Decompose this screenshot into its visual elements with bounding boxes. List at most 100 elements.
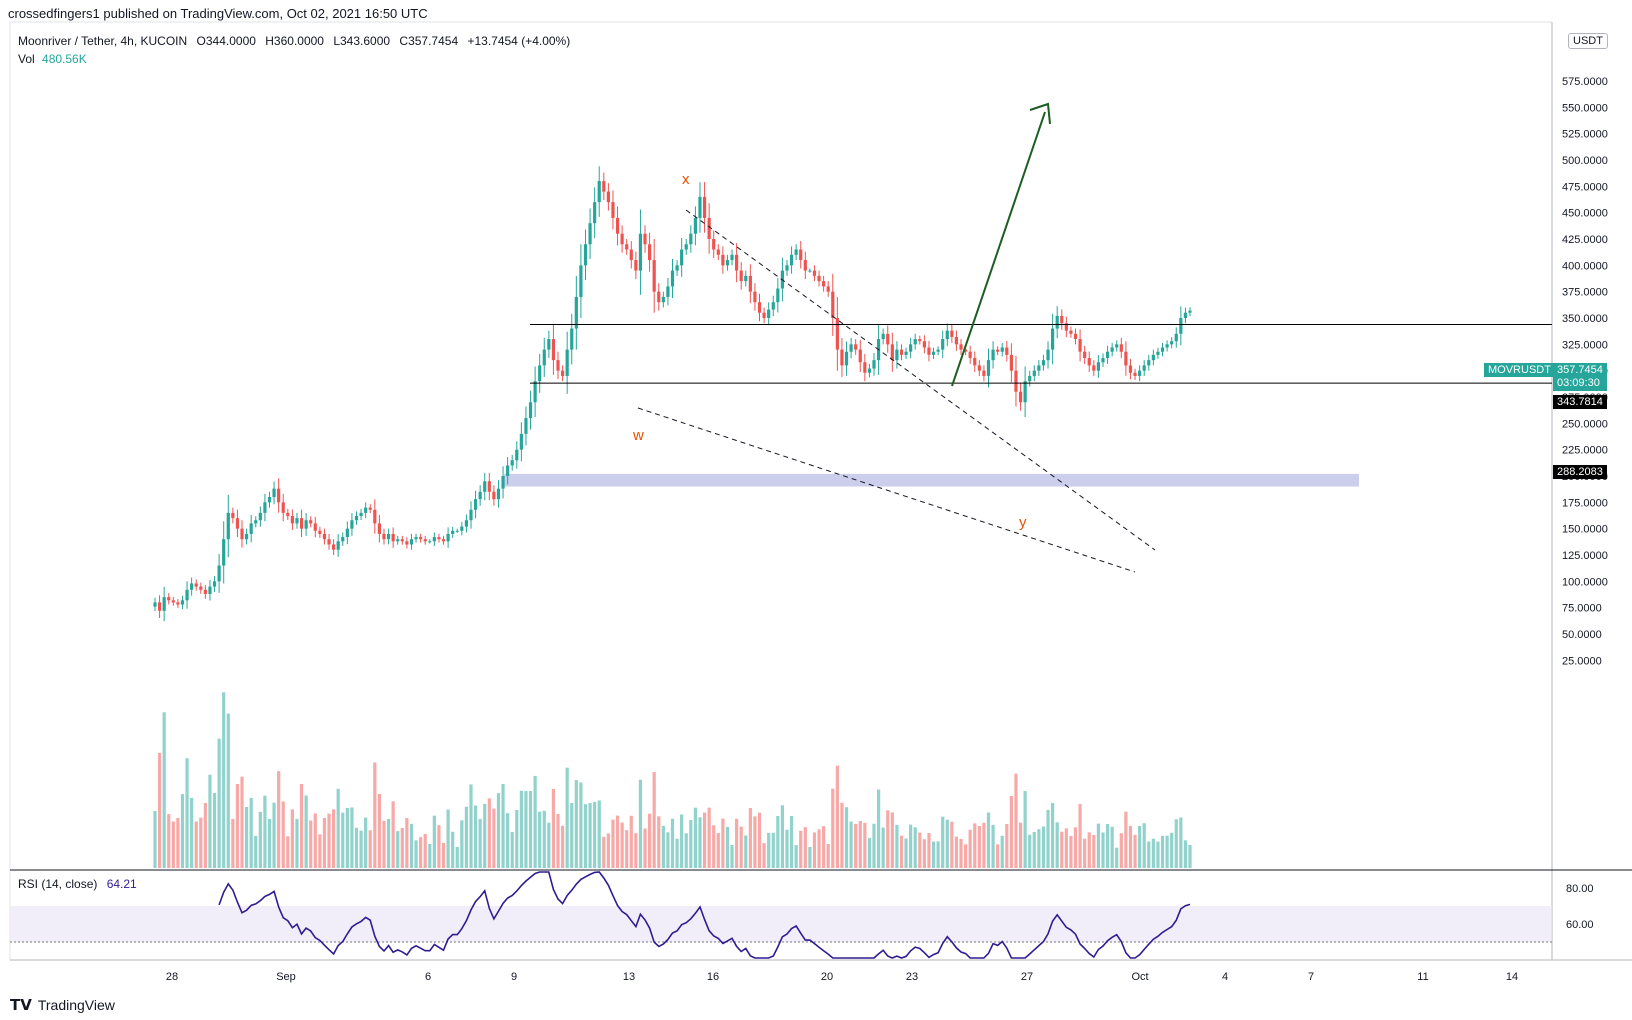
candle-body <box>840 349 844 366</box>
candlesticks <box>153 166 1192 622</box>
price-tick-label: 25.0000 <box>1562 655 1602 667</box>
candle-body <box>322 533 327 540</box>
volume-bar <box>1064 828 1068 868</box>
volume-bar <box>840 802 844 868</box>
volume-bar <box>867 838 872 868</box>
volume-bar <box>844 807 849 868</box>
volume-bar <box>455 847 459 868</box>
candle-body <box>1005 347 1009 355</box>
volume-bar <box>583 804 588 868</box>
symbol-label[interactable]: Moonriver / Tether, 4h, KUCOIN <box>18 34 188 48</box>
volume-bar <box>721 818 725 868</box>
volume-bar <box>231 818 235 868</box>
candle-body <box>913 339 917 345</box>
candle-body <box>162 597 166 611</box>
candle-body <box>483 481 487 492</box>
candle-body <box>157 602 162 611</box>
volume-bar <box>1069 835 1073 868</box>
candle-body <box>725 260 730 266</box>
candle-body <box>437 537 441 540</box>
volume-bar <box>634 833 638 868</box>
candle-body <box>217 565 221 582</box>
candle-body <box>1041 360 1046 366</box>
volume-bar <box>286 836 290 868</box>
candle-body <box>432 537 436 542</box>
volume-bar <box>332 809 336 868</box>
candle-body <box>1087 358 1091 366</box>
volume-bar <box>222 692 226 868</box>
volume-bar <box>1083 838 1087 868</box>
volume-bar <box>318 834 322 868</box>
candle-body <box>309 520 313 524</box>
candle-body <box>1018 391 1023 403</box>
volume-bar <box>492 808 496 868</box>
volume-bar <box>643 828 647 868</box>
countdown-value: 03:09:30 <box>1557 377 1600 389</box>
candle-body <box>1142 365 1146 371</box>
candle-body <box>1046 349 1050 361</box>
volume-bar <box>1018 822 1023 868</box>
candle-body <box>826 286 830 292</box>
candle-body <box>615 217 620 234</box>
candle-body <box>327 539 331 545</box>
candle-body <box>1156 351 1160 355</box>
candle-body <box>963 349 968 352</box>
rsi-label[interactable]: RSI (14, close) <box>18 877 98 891</box>
candle-body <box>180 600 185 605</box>
candle-body <box>492 491 496 500</box>
wedge-upper-line <box>685 209 1156 551</box>
volume-bar <box>432 815 436 868</box>
candle-body <box>350 520 354 529</box>
volume-bar <box>1128 825 1133 868</box>
support-zone-rect <box>504 473 1359 487</box>
candle-body <box>460 526 464 531</box>
volume-bar <box>460 820 464 868</box>
volume-bar <box>538 811 542 868</box>
candle-body <box>1119 344 1123 352</box>
candle-body <box>909 344 913 352</box>
last-price-tag: 357.7454 03:09:30 <box>1553 363 1607 391</box>
volume-bar <box>730 845 734 868</box>
candle-body <box>684 244 688 250</box>
horizontal-levels <box>530 324 1552 384</box>
candle-body <box>831 291 835 318</box>
candle-body <box>574 296 578 329</box>
price-tick-label: 225.0000 <box>1562 445 1608 457</box>
candle-body <box>451 530 455 534</box>
volume-bar <box>1014 773 1018 868</box>
volume-bar <box>931 841 936 868</box>
candle-body <box>199 586 203 590</box>
candle-body <box>822 281 826 287</box>
candle-body <box>194 583 198 587</box>
candle-body <box>373 509 377 524</box>
candle-body <box>996 349 1000 352</box>
volume-bar <box>652 772 656 868</box>
volume-bar <box>1092 835 1096 868</box>
candle-body <box>808 270 812 272</box>
candle-body <box>496 488 501 500</box>
volume-bar <box>959 838 963 868</box>
volume-bar <box>808 847 812 868</box>
volume-bar <box>936 841 940 868</box>
volume-bar <box>904 838 908 868</box>
candle-body <box>167 597 171 601</box>
currency-button[interactable]: USDT <box>1568 33 1608 49</box>
rsi-pane <box>10 871 1552 959</box>
volume-bar <box>675 838 679 868</box>
candle-body <box>409 539 414 545</box>
candle-body <box>762 312 766 318</box>
candle-body <box>785 265 789 271</box>
candle-body <box>272 488 276 498</box>
support-zone <box>504 473 1359 487</box>
volume-bar <box>1119 833 1123 868</box>
volume-bar <box>973 823 977 868</box>
candle-body <box>735 254 739 271</box>
volume-bar <box>217 738 221 868</box>
candle-body <box>1083 351 1087 359</box>
candle-body <box>295 518 299 524</box>
volume-bar <box>350 807 354 868</box>
volume-bar <box>162 712 166 868</box>
date-tick-label: 23 <box>906 971 918 983</box>
tradingview-logo[interactable]: 𝗧𝗩 TradingView <box>10 996 115 1014</box>
